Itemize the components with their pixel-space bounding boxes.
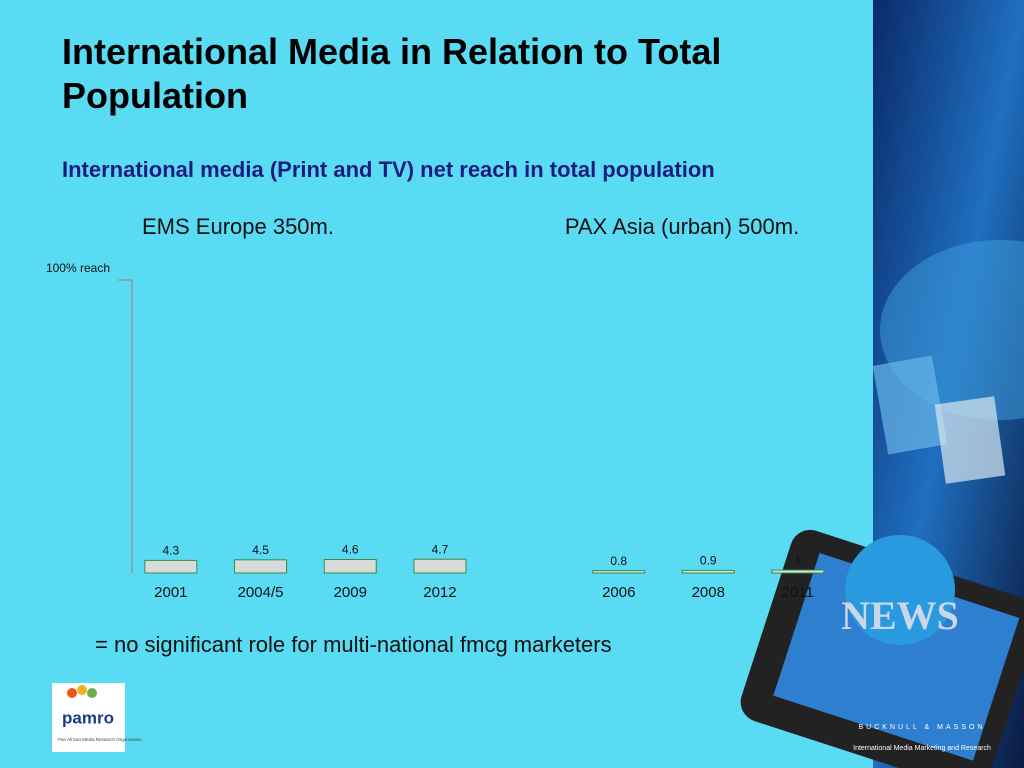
bar (592, 570, 646, 574)
logo-name: pamro (62, 708, 114, 727)
x-tick-label: 2011 (782, 584, 814, 601)
value-label: 4.6 (342, 543, 359, 557)
logo-caption: Pan African Media Research Organisation (58, 737, 142, 742)
bar (681, 569, 735, 574)
x-tick-label: 2008 (692, 584, 725, 601)
x-tick-label: 2004/5 (238, 584, 284, 601)
value-label: 4.7 (432, 542, 449, 556)
conclusion: = no significant role for multi-national… (95, 632, 612, 657)
value-label: 0.9 (700, 554, 717, 568)
bar (771, 569, 825, 574)
value-label: 0.8 (610, 554, 627, 568)
chart-title: PAX Asia (urban) 500m. (565, 214, 799, 239)
x-tick-label: 2012 (423, 584, 456, 601)
value-label: 4.5 (252, 543, 269, 557)
x-tick-label: 2009 (334, 584, 367, 601)
brand: BUCKNULL & MASSON (859, 724, 986, 731)
x-tick-label: 2001 (154, 584, 187, 601)
logo: pamro Pan African Media Research Organis… (52, 683, 142, 752)
svg-text:NEWS: NEWS (841, 593, 959, 638)
decor-image: NEWS (740, 0, 1024, 768)
value-label: 4.3 (163, 544, 180, 558)
brand-caption: International Media Marketing and Resear… (853, 745, 991, 752)
chart-title: EMS Europe 350m. (142, 214, 334, 239)
bar (144, 559, 198, 574)
value-label: 1 (794, 553, 801, 567)
bar (323, 559, 377, 574)
bar (413, 558, 467, 574)
slide-subtitle: International media (Print and TV) net r… (62, 157, 715, 182)
x-tick-label: 2006 (602, 584, 635, 601)
y-tick-label: 100% reach (46, 261, 110, 275)
slide-title: International Media in Relation to Total… (62, 31, 722, 116)
bar (234, 559, 288, 574)
